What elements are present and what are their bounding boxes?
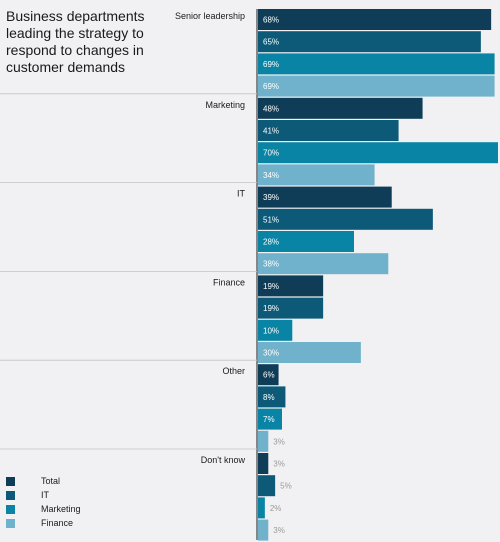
data-label: 28% xyxy=(263,238,279,247)
bar xyxy=(258,297,324,319)
bar xyxy=(258,475,276,497)
bar xyxy=(258,319,293,341)
data-label: 34% xyxy=(263,171,279,180)
legend-item-it: IT xyxy=(6,488,81,502)
data-label: 39% xyxy=(263,193,279,202)
bar xyxy=(258,275,324,297)
category-label: Don't know xyxy=(201,455,246,465)
bar xyxy=(258,430,269,452)
bar xyxy=(258,31,481,53)
legend-swatch-it xyxy=(6,490,15,500)
bar xyxy=(258,364,279,386)
data-label: 41% xyxy=(263,127,279,136)
bar xyxy=(258,253,389,275)
data-label: 38% xyxy=(263,260,279,269)
legend-item-total: Total xyxy=(6,474,81,488)
data-label: 8% xyxy=(263,393,275,402)
data-label: 68% xyxy=(263,16,279,25)
bar xyxy=(258,186,392,208)
bar xyxy=(258,342,361,363)
data-label: 3% xyxy=(273,526,285,535)
data-label: 69% xyxy=(263,82,279,91)
data-label: 3% xyxy=(273,460,285,469)
bar xyxy=(258,53,495,75)
chart-title: Business departments leading the strateg… xyxy=(6,8,145,75)
data-label: 2% xyxy=(270,504,282,513)
legend-label-total: Total xyxy=(41,476,61,486)
legend-label-marketing: Marketing xyxy=(41,504,81,514)
bar xyxy=(258,386,286,408)
bar xyxy=(258,519,269,541)
category-label: Marketing xyxy=(205,100,245,110)
legend-swatch-finance xyxy=(6,518,15,528)
bar xyxy=(258,231,354,252)
data-label: 48% xyxy=(263,104,279,113)
legend-item-marketing: Marketing xyxy=(6,502,81,516)
bar xyxy=(258,208,433,230)
legend-swatch-total xyxy=(6,476,15,486)
bar xyxy=(258,75,495,97)
bar xyxy=(258,9,492,30)
bar xyxy=(258,453,269,474)
data-label: 3% xyxy=(273,437,285,446)
bar xyxy=(258,120,399,141)
data-label: 6% xyxy=(263,371,275,380)
category-label: IT xyxy=(237,189,246,199)
legend-label-finance: Finance xyxy=(41,518,74,528)
legend-label-it: IT xyxy=(41,490,49,500)
data-label: 65% xyxy=(263,38,279,47)
data-label: 69% xyxy=(263,60,279,69)
data-label: 51% xyxy=(263,215,279,224)
data-label: 30% xyxy=(263,349,279,358)
legend-swatch-marketing xyxy=(6,504,15,514)
legend-item-finance: Finance xyxy=(6,516,81,530)
category-label: Senior leadership xyxy=(175,11,245,21)
bar xyxy=(258,497,265,519)
legend: Total IT Marketing Finance xyxy=(6,474,81,530)
bar xyxy=(258,408,282,430)
data-label: 70% xyxy=(263,149,279,158)
data-label: 19% xyxy=(263,304,279,313)
bar xyxy=(258,164,375,186)
bar xyxy=(258,142,498,164)
category-label: Finance xyxy=(213,277,245,287)
category-label: Other xyxy=(222,366,245,376)
data-label: 5% xyxy=(280,482,292,491)
data-label: 19% xyxy=(263,282,279,291)
bar xyxy=(258,97,423,119)
data-label: 10% xyxy=(263,326,279,335)
data-label: 7% xyxy=(263,415,275,424)
